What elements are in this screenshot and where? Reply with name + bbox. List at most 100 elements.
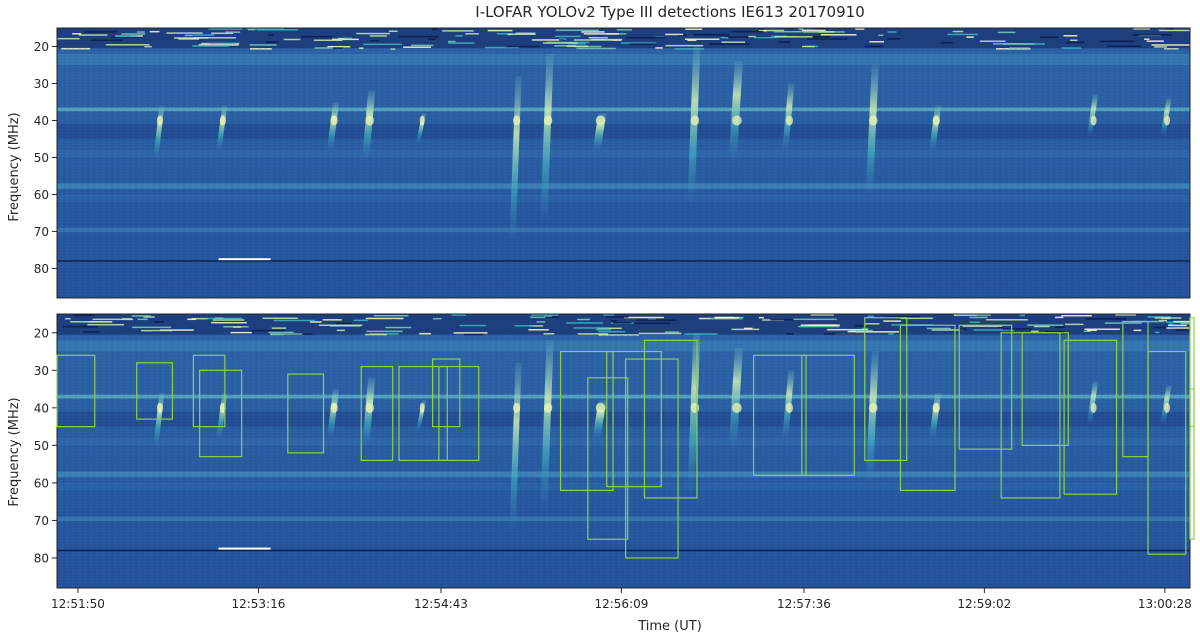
- detection-box: [1147, 350, 1187, 555]
- rfi-streak: [966, 36, 974, 38]
- rfi-streak: [759, 30, 767, 32]
- burst-core: [732, 115, 742, 126]
- rfi-streak: [685, 28, 703, 30]
- rfi-streak: [1168, 323, 1174, 326]
- rfi-streak: [583, 33, 619, 35]
- rfi-streak: [365, 333, 387, 336]
- rfi-streak: [114, 35, 133, 37]
- burst-core: [595, 402, 606, 413]
- rfi-streak: [763, 29, 785, 32]
- type-iii-burst: [728, 61, 743, 158]
- rfi-streak: [262, 317, 298, 320]
- rfi-streak: [1107, 45, 1142, 48]
- rfi-streak: [1173, 320, 1190, 323]
- rfi-streak: [665, 44, 704, 47]
- rfi-streak: [958, 329, 965, 331]
- marker-line: [218, 547, 271, 550]
- rfi-streak: [595, 328, 611, 331]
- rfi-streak: [336, 329, 345, 332]
- rfi-streak: [192, 45, 229, 47]
- rfi-streak: [693, 34, 730, 36]
- rfi-streak: [770, 318, 806, 321]
- rfi-streak: [754, 36, 777, 39]
- rfi-streak: [543, 333, 555, 335]
- y-tick-label: 40: [34, 114, 49, 128]
- rfi-streak: [807, 38, 848, 40]
- rfi-streak: [515, 32, 536, 35]
- rfi-streak: [529, 325, 544, 327]
- rfi-streak: [748, 35, 756, 38]
- type-iii-burst: [327, 101, 340, 151]
- rfi-streak: [1175, 329, 1190, 331]
- rfi-streak: [153, 321, 165, 323]
- rfi-streak: [256, 29, 299, 31]
- rfi-streak: [184, 34, 193, 37]
- rfi-streak: [709, 43, 750, 45]
- rfi-streak: [555, 29, 599, 32]
- rfi-streak: [87, 323, 125, 326]
- rfi-streak: [588, 36, 608, 39]
- rfi-streak: [710, 317, 743, 320]
- rfi-streak: [952, 30, 964, 33]
- rfi-streak: [1070, 39, 1078, 42]
- rfi-streak: [577, 333, 609, 335]
- rfi-streak: [246, 28, 285, 30]
- rfi-streak: [647, 318, 656, 321]
- rfi-streak: [496, 33, 514, 35]
- rfi-streak: [448, 42, 475, 44]
- rfi-streak: [568, 43, 586, 45]
- rfi-streak: [624, 316, 664, 319]
- rfi-streak: [322, 319, 342, 321]
- rfi-streak: [979, 40, 1006, 42]
- rfi-streak: [442, 30, 474, 32]
- rfi-streak: [1180, 322, 1190, 325]
- rfi-streak: [78, 34, 108, 36]
- rfi-streak: [796, 35, 831, 38]
- rfi-streak: [1158, 29, 1190, 32]
- rfi-streak: [1154, 317, 1182, 319]
- rfi-streak: [72, 314, 95, 317]
- y-axis-label-bottom: Frequency (MHz): [7, 397, 22, 506]
- rfi-streak: [629, 43, 657, 45]
- rfi-streak: [815, 28, 828, 30]
- rfi-streak: [1158, 319, 1168, 322]
- rfi-streak: [801, 45, 815, 48]
- y-tick-label: 30: [34, 77, 49, 91]
- rfi-streak: [366, 330, 403, 333]
- rfi-streak: [1146, 40, 1164, 42]
- detection-box: [752, 354, 807, 476]
- rfi-streak: [105, 44, 150, 46]
- detection-box: [587, 377, 629, 540]
- rfi-streak: [273, 319, 316, 322]
- y-tick-label: 30: [34, 364, 49, 378]
- detection-box: [958, 324, 1013, 450]
- rfi-streak: [90, 39, 123, 41]
- rfi-streak: [544, 315, 553, 317]
- detection-box: [899, 324, 956, 492]
- rfi-streak: [62, 325, 98, 328]
- burst-core: [156, 402, 163, 413]
- y-tick-label: 60: [34, 188, 49, 202]
- rfi-streak: [591, 38, 623, 41]
- rfi-streak: [626, 37, 666, 39]
- rfi-streak: [998, 326, 1004, 328]
- detection-box: [438, 365, 480, 461]
- rfi-streak: [215, 320, 246, 322]
- burst-core: [869, 402, 878, 413]
- rfi-streak: [455, 35, 463, 37]
- rfi-streak: [1087, 329, 1097, 332]
- rfi-streak: [318, 324, 363, 327]
- rfi-streak: [616, 29, 632, 31]
- rfi-streak: [634, 322, 671, 325]
- axes-frame: [56, 27, 1191, 299]
- rfi-streak: [886, 38, 901, 40]
- rfi-streak: [300, 36, 333, 38]
- rfi-streak: [1033, 325, 1050, 328]
- rfi-streak: [369, 35, 387, 37]
- rfi-streak: [356, 32, 390, 35]
- detection-box: [1063, 339, 1118, 495]
- rfi-streak: [940, 42, 953, 44]
- rfi-streak: [573, 327, 609, 329]
- rfi-streak: [847, 330, 857, 333]
- rfi-streak: [453, 332, 488, 334]
